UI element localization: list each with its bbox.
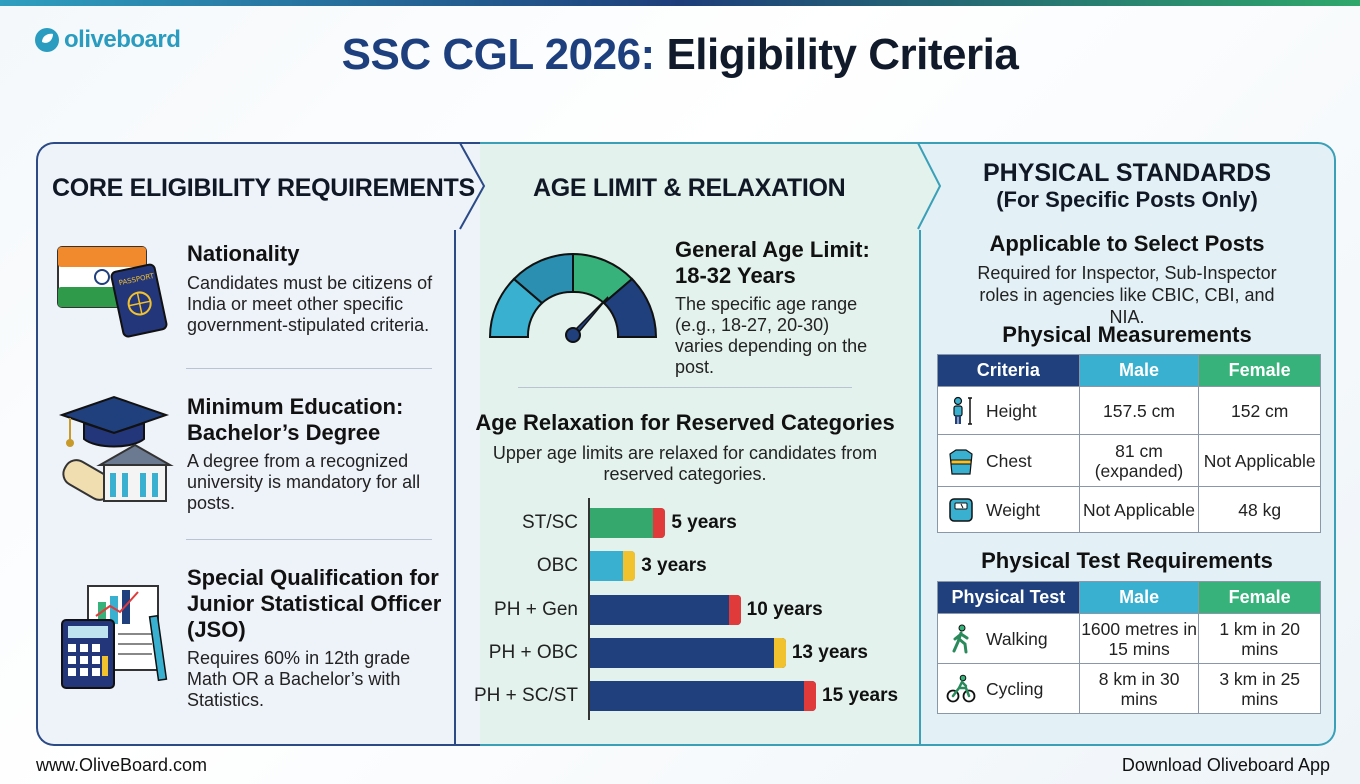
measure-male-value: 157.5 cm (1078, 386, 1200, 435)
measurements-header-row: Criteria Male Female (937, 354, 1321, 387)
table-row: Height 157.5 cm 152 cm (937, 386, 1321, 435)
education-text: A degree from a recognized university is… (187, 451, 421, 513)
oliveboard-logo-icon (35, 28, 59, 52)
measure-criteria-label: Height (986, 400, 1037, 421)
india-flag-passport-icon: PASSPORT (57, 246, 168, 338)
measure-female-value: 152 cm (1198, 386, 1321, 435)
bar-category-label: PH + SC/ST (474, 685, 578, 707)
measurements-table: Criteria Male Female Height 157.5 cm 152… (937, 354, 1321, 533)
test-header-criteria: Physical Test (937, 581, 1080, 614)
table-row: Weight Not Applicable 48 kg (937, 486, 1321, 533)
top-accent-bar (0, 0, 1360, 6)
test-criteria-cell: Walking (937, 613, 1080, 664)
test-header-male: Male (1078, 581, 1200, 614)
title-rest: Eligibility Criteria (666, 30, 1019, 79)
footer-download-link[interactable]: Download Oliveboard App (1121, 755, 1330, 775)
test-female-value: 3 km in 25 mins (1198, 663, 1321, 714)
table-row: Cycling 8 km in 30 mins 3 km in 25 mins (937, 663, 1321, 714)
oliveboard-logo[interactable]: oliveboard (34, 26, 181, 54)
bar-value-label: 3 years (641, 555, 707, 577)
measure-criteria-label: Chest (986, 450, 1032, 471)
measure-criteria-label: Weight (986, 499, 1041, 520)
age-gauge-icon (488, 252, 658, 343)
relax-text: Upper age limits are relaxed for candida… (492, 443, 878, 484)
age-divider (518, 387, 852, 388)
walking-icon (952, 624, 969, 653)
bar-tip (653, 508, 666, 538)
education-title: Minimum Education: Bachelor’s Degree (187, 394, 404, 445)
relax-title: Age Relaxation for Reserved Categories (475, 410, 895, 435)
general-age-title: General Age Limit: 18-32 Years (675, 237, 870, 288)
general-age-text: The specific age range (e.g., 18-27, 20-… (675, 294, 868, 377)
measure-female-value: Not Applicable (1198, 434, 1321, 487)
physical-heading: PHYSICAL STANDARDS (983, 159, 1271, 187)
age-relaxation-bar (590, 681, 816, 712)
measure-male-value: Not Applicable (1078, 486, 1200, 533)
panel-chevron-right (910, 142, 942, 745)
bar-category-label: PH + OBC (488, 641, 578, 663)
measure-female-value: 48 kg (1198, 486, 1321, 533)
measure-header-female: Female (1198, 354, 1321, 387)
bar-category-label: OBC (536, 555, 578, 577)
test-criteria-cell: Cycling (937, 663, 1080, 714)
chest-icon (949, 448, 973, 475)
test-male-value: 8 km in 30 mins (1078, 663, 1200, 714)
test-header-female: Female (1198, 581, 1321, 614)
bar-tip (804, 681, 816, 712)
panel-chevron-left (452, 142, 486, 745)
logo-text: oliveboard (64, 26, 181, 53)
chart-axis (588, 498, 590, 720)
core-divider-1 (186, 368, 432, 369)
bar-tip (773, 637, 786, 668)
jso-text: Requires 60% in 12th grade Math OR a Bac… (187, 648, 411, 710)
height-icon (953, 396, 972, 425)
bar-tip (728, 594, 741, 625)
measure-criteria-cell: Weight (937, 486, 1080, 533)
footer-website-link[interactable]: www.OliveBoard.com (36, 755, 208, 775)
age-relaxation-bar (590, 594, 741, 625)
applicable-title: Applicable to Select Posts (989, 231, 1265, 256)
test-criteria-label: Cycling (986, 678, 1044, 699)
physical-test-table: Physical Test Male Female Walking 1600 m… (937, 581, 1321, 714)
age-relaxation-bar (590, 551, 636, 582)
bar-value-label: 13 years (791, 641, 868, 663)
bar-value-label: 5 years (671, 512, 737, 533)
nationality-text: Candidates must be citizens of India or … (187, 273, 433, 335)
test-header-row: Physical Test Male Female (937, 581, 1321, 614)
age-relaxation-bar (590, 637, 786, 668)
bar-value-label: 10 years (746, 598, 823, 620)
test-female-value: 1 km in 20 mins (1198, 613, 1321, 664)
core-heading: CORE ELIGIBILITY REQUIREMENTS (52, 174, 475, 202)
jso-title: Special Qualification for Junior Statist… (187, 565, 442, 642)
measure-criteria-cell: Chest (937, 434, 1080, 487)
age-heading: AGE LIMIT & RELAXATION (533, 174, 846, 202)
bar-value-label: 15 years (822, 685, 899, 707)
calculator-chart-icon (61, 585, 168, 689)
age-relaxation-bar (590, 508, 666, 538)
bar-category-label: PH + Gen (494, 598, 578, 620)
bar-category-label: ST/SC (522, 512, 578, 533)
table-row: Walking 1600 metres in 15 mins 1 km in 2… (937, 613, 1321, 664)
applicable-text: Required for Inspector, Sub-Inspector ro… (977, 263, 1277, 327)
test-male-value: 1600 metres in 15 mins (1078, 613, 1200, 664)
measure-criteria-cell: Height (937, 386, 1080, 435)
nationality-title: Nationality (187, 241, 300, 266)
measure-header-male: Male (1078, 354, 1200, 387)
weight-scale-icon (949, 497, 973, 522)
measure-header-criteria: Criteria (937, 354, 1080, 387)
core-divider-2 (186, 539, 432, 540)
measure-male-value: 81 cm (expanded) (1078, 434, 1200, 487)
cycling-icon (946, 674, 976, 702)
test-title: Physical Test Requirements (981, 548, 1273, 573)
bar-tip (623, 551, 636, 582)
table-row: Chest 81 cm (expanded) Not Applicable (937, 434, 1321, 487)
page-title: SSC CGL 2026: Eligibility Criteria (0, 30, 1360, 80)
graduation-university-icon (58, 395, 174, 502)
measure-title: Physical Measurements (1002, 322, 1252, 347)
test-criteria-label: Walking (986, 628, 1048, 649)
physical-subheading: (For Specific Posts Only) (996, 187, 1258, 212)
title-accent: SSC CGL 2026: (341, 30, 656, 79)
